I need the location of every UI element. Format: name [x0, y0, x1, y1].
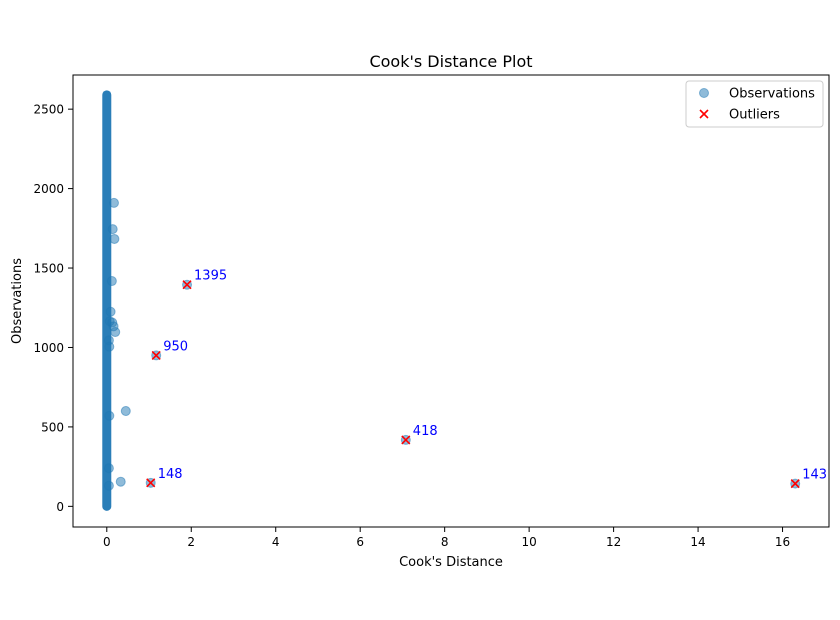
observation-point-10	[104, 341, 115, 352]
x-tick-label-7: 14	[690, 535, 705, 549]
legend-observations-label: Observations	[729, 87, 815, 102]
y-tick-label-0: 0	[56, 500, 64, 514]
outlier-marker-4	[790, 479, 800, 489]
x-tick-label-1: 2	[187, 535, 195, 549]
outlier-marker-1	[151, 350, 161, 360]
outlier-marker-0	[182, 280, 192, 290]
outlier-marker-2	[401, 435, 411, 445]
outlier-label-1: 950	[163, 339, 188, 354]
plot-area: 1395 950 418 148 143	[102, 90, 827, 511]
x-tick-label-2: 4	[272, 535, 280, 549]
observation-point-12	[104, 410, 115, 421]
y-tick-label-4: 2000	[33, 182, 64, 196]
x-axis: 0 2 4 6 8 10 12 14 16	[103, 527, 790, 549]
plot-frame	[72, 74, 830, 528]
x-tick-label-4: 8	[441, 535, 449, 549]
y-tick-label-3: 1500	[33, 262, 64, 276]
observation-point-8	[110, 327, 121, 338]
observation-point-13	[103, 463, 114, 474]
y-tick-label-5: 2500	[33, 103, 64, 117]
outlier-label-3: 148	[158, 467, 183, 482]
outlier-label-4: 143	[802, 468, 827, 483]
x-tick-label-5: 10	[521, 535, 536, 549]
outlier-marker-3	[146, 478, 156, 488]
observation-point-11	[120, 406, 131, 417]
y-axis: 0 500 1000 1500 2000 2500	[33, 103, 73, 514]
observation-point-14	[115, 476, 126, 487]
observation-point-15	[103, 480, 114, 491]
chart-title: Cook's Distance Plot	[369, 52, 532, 71]
x-tick-label-3: 6	[356, 535, 364, 549]
observation-point-1	[107, 224, 118, 235]
observation-point-4	[105, 306, 116, 317]
legend: Observations Outliers	[685, 80, 824, 128]
outlier-label-0: 1395	[194, 269, 227, 284]
x-tick-label-8: 16	[775, 535, 790, 549]
outlier-label-2: 418	[413, 424, 438, 439]
observation-point-3	[106, 276, 117, 287]
x-tick-label-6: 12	[606, 535, 621, 549]
y-axis-label: Observations	[10, 258, 25, 344]
legend-box	[685, 80, 824, 128]
x-tick-label-0: 0	[103, 535, 111, 549]
legend-outliers-marker	[699, 109, 709, 119]
legend-outliers-label: Outliers	[729, 108, 780, 123]
y-tick-label-1: 500	[41, 420, 64, 434]
observation-point-2	[109, 233, 120, 244]
legend-observations-marker	[699, 88, 709, 98]
y-tick-label-2: 1000	[33, 341, 64, 355]
observation-point-0	[108, 197, 119, 208]
x-axis-label: Cook's Distance	[399, 555, 503, 570]
